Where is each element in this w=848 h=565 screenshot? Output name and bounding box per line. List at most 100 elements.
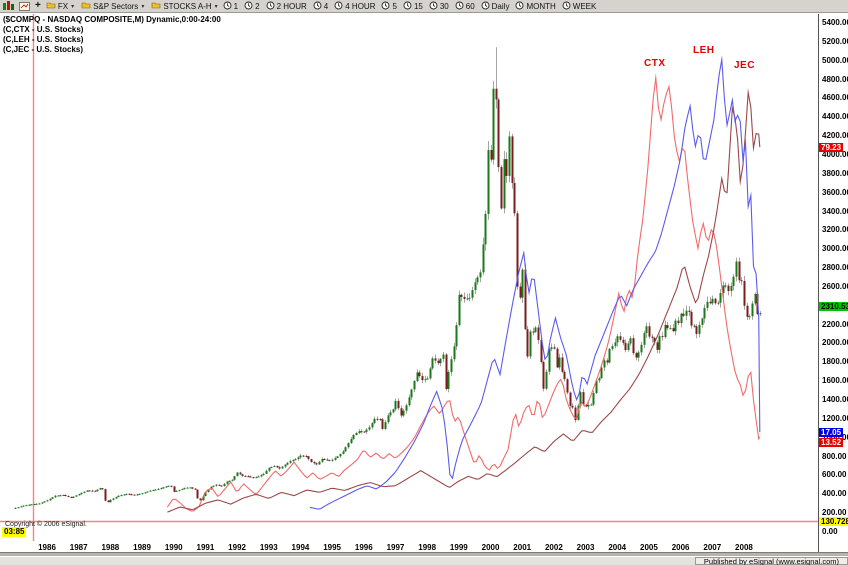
clock-icon: [266, 1, 275, 12]
interval-button[interactable]: 4: [313, 1, 328, 12]
interval-button[interactable]: 2: [244, 1, 260, 12]
year-tick-label: 1995: [323, 543, 342, 552]
price-tick-label: 3000.00: [822, 244, 848, 254]
legend-line[interactable]: (C,CTX - U.S. Stocks): [3, 25, 84, 34]
price-tick-label: 2200.00: [822, 319, 848, 329]
price-tick-label: 4000.00: [822, 149, 848, 159]
price-tick-label: 600.00: [822, 470, 847, 480]
chart-logo-icon[interactable]: [3, 1, 14, 11]
price-tick-label: 200.00: [822, 508, 847, 518]
year-tick-label: 1997: [386, 543, 405, 552]
interval-label: Daily: [491, 1, 510, 11]
price-tick-label: 0.00: [822, 527, 838, 536]
price-tick-label: 4400.00: [822, 112, 848, 122]
legend-line[interactable]: ($COMPQ - NASDAQ COMPOSITE,M) Dynamic,0:…: [3, 15, 221, 24]
interval-label: 5: [392, 1, 397, 11]
price-tick-label: 1200.00: [822, 413, 848, 423]
export-icon[interactable]: [19, 1, 30, 11]
year-tick-label: 2002: [544, 543, 563, 552]
year-tick-label: 2006: [671, 543, 690, 552]
interval-label: 60: [465, 1, 475, 11]
symbol-list-label: STOCKS A-H: [163, 1, 212, 11]
legend-line[interactable]: (C,LEH - U.S. Stocks): [3, 35, 84, 44]
last-price-badge-trendline: 130.728: [819, 516, 848, 526]
window-divider[interactable]: [0, 552, 848, 557]
year-tick-label: 1987: [69, 543, 88, 552]
last-price-badge-jec-last: 79.23: [819, 142, 844, 152]
year-tick-label: 1990: [164, 543, 183, 552]
price-tick-label: 2600.00: [822, 281, 848, 291]
interval-button[interactable]: 2 HOUR: [266, 1, 307, 12]
clock-icon: [429, 1, 438, 12]
price-axis-separator: [818, 14, 819, 552]
clock-icon: [515, 1, 524, 12]
interval-buttons: 1 2 2 HOUR 4 4 HOUR 5 15 30 60 Daily MONTH WEEK: [223, 1, 597, 12]
interval-button[interactable]: MONTH: [515, 1, 556, 12]
year-tick-label: 1988: [101, 543, 120, 552]
folder-icon: [46, 1, 56, 11]
year-tick-label: 1992: [228, 543, 246, 552]
folder-icon: [151, 1, 161, 11]
folder-icon: [81, 1, 91, 11]
copyright-text: Copyright © 2006 eSignal.: [5, 521, 87, 528]
clock-icon: [244, 1, 253, 12]
trendline-date-badge: 03:85: [2, 527, 27, 537]
year-tick-label: 1994: [291, 543, 310, 552]
last-price-badge-compq-last: 2310.53: [819, 302, 848, 312]
year-tick-label: 1986: [38, 543, 56, 552]
interval-button[interactable]: 15: [403, 1, 423, 12]
year-tick-label: 1996: [354, 543, 373, 552]
year-tick-label: 2001: [513, 543, 532, 552]
price-tick-label: 3400.00: [822, 206, 848, 216]
series-label-ctx: CTX: [644, 58, 666, 69]
symbol-list-label: S&P Sectors: [93, 1, 139, 11]
last-price-badge-leh-last: 17.05: [819, 428, 844, 438]
interval-label: 30: [439, 1, 449, 11]
clock-icon: [313, 1, 322, 12]
interval-button[interactable]: 60: [455, 1, 475, 12]
dropdown-caret-icon: ▾: [141, 3, 145, 10]
price-tick-label: 4800.00: [822, 74, 848, 84]
price-tick-label: 4200.00: [822, 131, 848, 141]
interval-button[interactable]: 5: [381, 1, 397, 12]
price-tick-label: 3800.00: [822, 168, 848, 178]
interval-button[interactable]: Daily: [481, 1, 510, 12]
price-tick-label: 5400.00: [822, 18, 848, 27]
year-tick-label: 2004: [608, 543, 627, 552]
interval-button[interactable]: WEEK: [562, 1, 597, 12]
status-bar: Published by eSignal (www.esignal.com): [0, 557, 848, 565]
year-tick-label: 2003: [576, 543, 595, 552]
price-tick-label: 1800.00: [822, 357, 848, 367]
interval-label: 2: [255, 1, 260, 11]
symbol-list-label: FX: [57, 1, 69, 11]
dropdown-caret-icon: ▾: [214, 3, 218, 10]
interval-button[interactable]: 30: [429, 1, 449, 12]
published-by-text: Published by eSignal (www.esignal.com): [694, 557, 848, 565]
year-tick-label: 2008: [735, 543, 753, 552]
legend-line[interactable]: (C,JEC - U.S. Stocks): [3, 45, 84, 54]
last-price-badge-ctx-last: 13.52: [819, 438, 844, 448]
symbol-list-menus: FX ▾ S&P Sectors ▾ STOCKS A-H ▾: [46, 1, 218, 11]
year-tick-label: 2005: [640, 543, 658, 552]
year-tick-label: 1991: [196, 543, 215, 552]
year-tick-label: 1999: [449, 543, 468, 552]
interval-label: 4: [323, 1, 329, 11]
symbol-list-menu[interactable]: STOCKS A-H ▾: [151, 1, 218, 11]
symbol-list-menu[interactable]: FX ▾: [46, 1, 74, 11]
symbol-list-menu[interactable]: S&P Sectors ▾: [81, 1, 144, 11]
clock-icon: [334, 1, 343, 12]
year-tick-label: 2007: [703, 543, 722, 552]
price-tick-label: 2000.00: [822, 338, 848, 348]
interval-label: 4 HOUR: [345, 1, 376, 11]
price-tick-label: 400.00: [822, 489, 847, 499]
interval-button[interactable]: 4 HOUR: [334, 1, 375, 12]
interval-label: WEEK: [572, 1, 597, 11]
series-label-jec: JEC: [734, 60, 755, 71]
clock-icon: [403, 1, 412, 12]
add-symbol-button[interactable]: +: [35, 0, 41, 11]
price-tick-label: 2800.00: [822, 263, 848, 273]
interval-button[interactable]: 1: [223, 1, 238, 12]
